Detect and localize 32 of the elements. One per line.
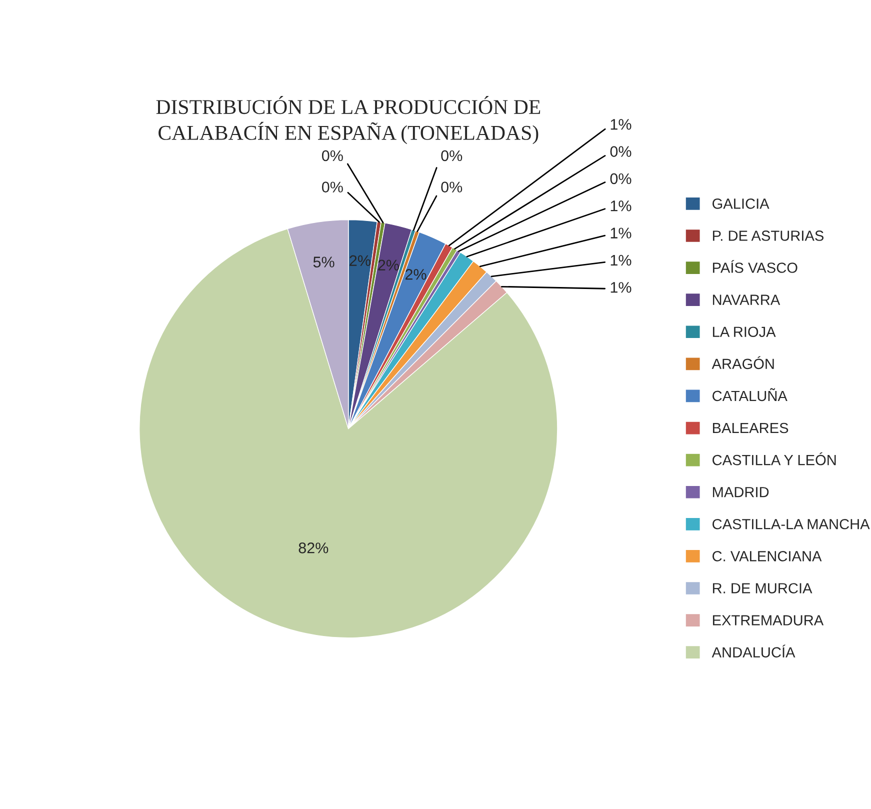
legend-label: CASTILLA-LA MANCHA xyxy=(712,518,870,530)
legend-label: GALICIA xyxy=(712,198,770,209)
data-label: 0% xyxy=(322,182,343,192)
data-label: 2% xyxy=(350,255,370,266)
data-label: 1% xyxy=(610,254,632,266)
legend-label: PAÍS VASCO xyxy=(712,260,798,273)
data-label: 1% xyxy=(610,282,632,293)
chart-title: DISTRIBUCIÓN DE LA PRODUCCIÓN DE CALABACÍN EN ESPAÑA (TONELADAS) xyxy=(156,96,540,144)
data-label: 0% xyxy=(441,150,462,162)
legend-label: ANDALUCÍA xyxy=(712,644,796,658)
data-label: 0% xyxy=(441,182,462,192)
data-label: 0% xyxy=(610,173,632,184)
data-label: 2% xyxy=(378,260,399,270)
data-label: 1% xyxy=(610,200,632,212)
data-label: 0% xyxy=(322,150,343,162)
legend-label: NAVARRA xyxy=(712,294,780,305)
legend-label: R. DE MURCIA xyxy=(712,583,812,594)
legend-label: LA RIOJA xyxy=(712,326,776,338)
data-label: 82% xyxy=(298,542,328,554)
legend-label: P. DE ASTURIAS xyxy=(712,230,824,241)
legend-label: MADRID xyxy=(712,487,769,498)
data-label: 1% xyxy=(610,119,632,130)
data-label: 5% xyxy=(313,256,334,268)
data-label: 0% xyxy=(610,146,632,157)
legend-label: BALEARES xyxy=(712,422,788,434)
data-label: 1% xyxy=(610,228,632,238)
legend-label: CASTILLA Y LEÓN xyxy=(712,452,836,466)
legend-label: CATALUÑA xyxy=(712,388,788,402)
legend-label: EXTREMADURA xyxy=(712,615,824,626)
legend-label: ARAGÓN xyxy=(712,356,774,370)
data-label: 2% xyxy=(406,268,426,280)
legend-label: C. VALENCIANA xyxy=(712,551,822,562)
